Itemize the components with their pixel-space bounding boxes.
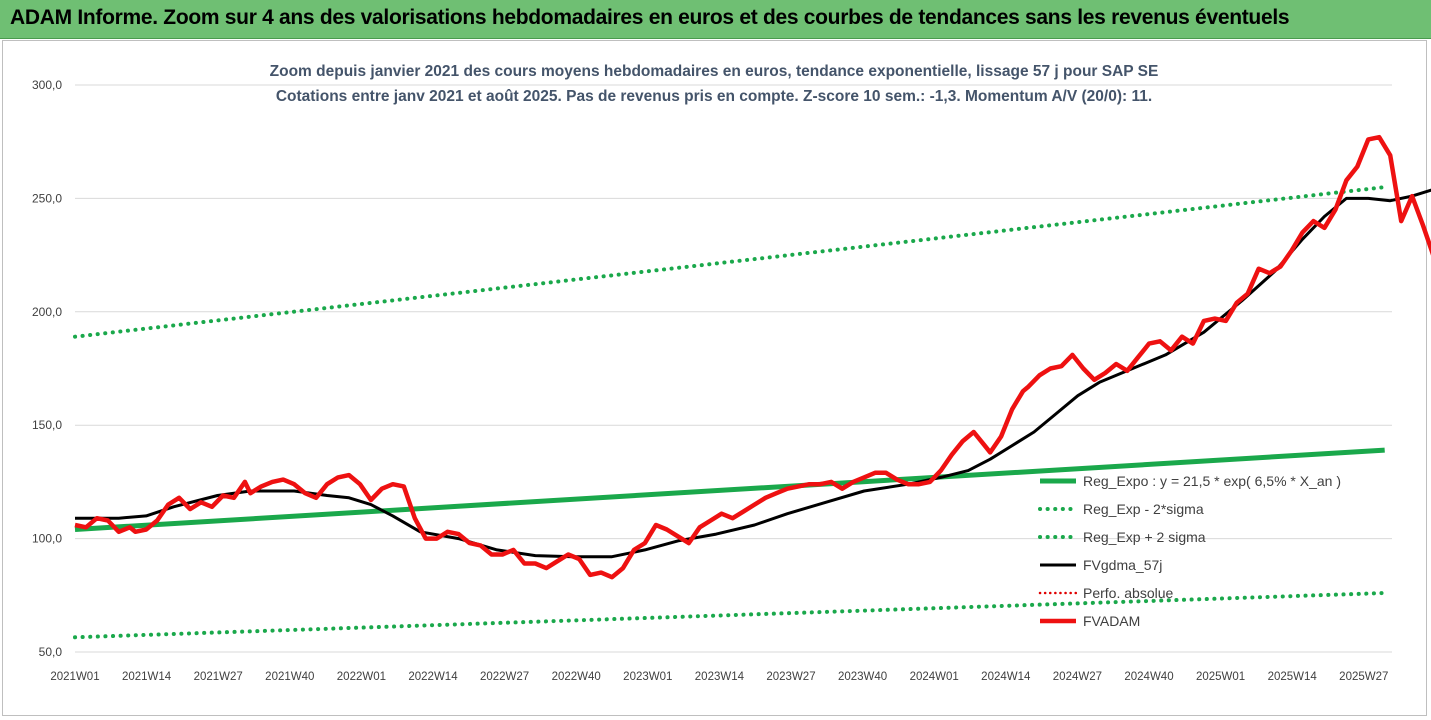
- reg-exp-plus-2sigma-line: [73, 185, 1387, 339]
- x-tick-label: 2022W40: [552, 671, 601, 683]
- y-tick-label: 300,0: [32, 78, 62, 92]
- x-tick-label: 2021W27: [194, 671, 243, 683]
- x-tick-label: 2021W01: [50, 671, 99, 683]
- chart-legend: Reg_Expo : y = 21,5 * exp( 6,5% * X_an )…: [1038, 473, 1341, 629]
- x-tick-label: 2025W14: [1268, 671, 1318, 683]
- y-tick-label: 100,0: [32, 532, 62, 546]
- y-axis-ticks: 300,0 250,0 200,0 150,0 100,0 50,0: [32, 78, 62, 659]
- header-banner: ADAM Informe. Zoom sur 4 ans des valoris…: [0, 0, 1431, 39]
- x-tick-label: 2024W01: [910, 671, 959, 683]
- chart-title: Zoom depuis janvier 2021 des cours moyen…: [270, 63, 1159, 80]
- chart-frame: [2, 40, 1427, 716]
- x-tick-label: 2025W27: [1339, 671, 1388, 683]
- y-tick-label: 250,0: [32, 191, 62, 205]
- x-tick-label: 2023W40: [838, 671, 887, 683]
- legend-label: Perfo. absolue: [1083, 585, 1173, 601]
- x-tick-label: 2023W01: [623, 671, 672, 683]
- x-tick-label: 2024W40: [1124, 671, 1173, 683]
- legend-label: Reg_Expo : y = 21,5 * exp( 6,5% * X_an ): [1083, 473, 1341, 489]
- x-tick-label: 2024W27: [1053, 671, 1102, 683]
- x-tick-label: 2025W01: [1196, 671, 1245, 683]
- legend-label: FVADAM: [1083, 613, 1140, 629]
- x-tick-label: 2021W40: [265, 671, 314, 683]
- reg-expo-line: [74, 447, 1385, 532]
- x-tick-label: 2023W14: [695, 671, 745, 683]
- legend-label: Reg_Exp + 2 sigma: [1083, 529, 1206, 545]
- fvgdma-57j-line: [75, 188, 1431, 559]
- x-tick-label: 2022W01: [337, 671, 386, 683]
- y-tick-label: 200,0: [32, 305, 62, 319]
- x-tick-label: 2022W27: [480, 671, 529, 683]
- y-tick-label: 50,0: [39, 645, 63, 659]
- legend-label: FVgdma_57j: [1083, 557, 1162, 573]
- gridlines: [75, 84, 1392, 653]
- x-tick-label: 2024W14: [981, 671, 1031, 683]
- x-tick-label: 2021W14: [122, 671, 172, 683]
- chart-subtitle: Cotations entre janv 2021 et août 2025. …: [276, 88, 1152, 105]
- x-tick-label: 2023W27: [766, 671, 815, 683]
- x-axis-ticks: 2021W01 2021W14 2021W27 2021W40 2022W01 2022W…: [50, 671, 1388, 683]
- fvadam-line: [74, 134, 1431, 580]
- y-tick-label: 150,0: [32, 418, 62, 432]
- legend-label: Reg_Exp - 2*sigma: [1083, 501, 1204, 517]
- chart-series: [73, 134, 1431, 640]
- x-tick-label: 2022W14: [408, 671, 458, 683]
- banner-title: ADAM Informe. Zoom sur 4 ans des valoris…: [10, 6, 1290, 29]
- reg-exp-minus-2sigma-line: [73, 591, 1387, 640]
